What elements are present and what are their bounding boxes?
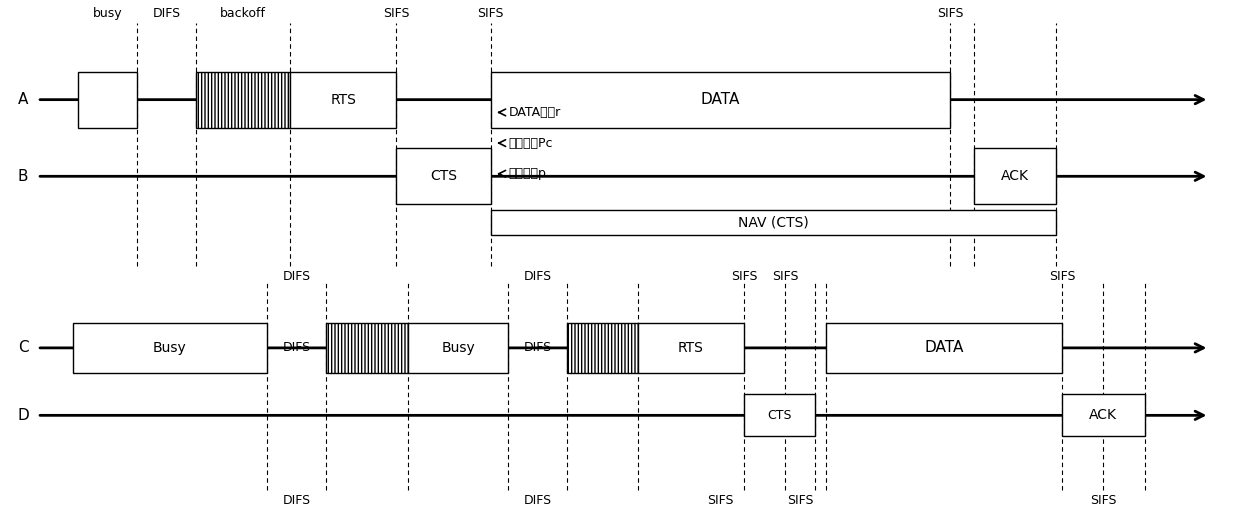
Text: Busy: Busy	[441, 341, 475, 355]
Text: 干扰容限Pc: 干扰容限Pc	[508, 136, 553, 150]
Bar	[491, 72, 950, 128]
Text: SIFS: SIFS	[773, 270, 799, 283]
Bar	[1061, 394, 1145, 436]
Text: CTS: CTS	[430, 169, 458, 183]
Text: SIFS: SIFS	[707, 494, 734, 507]
Text: D: D	[17, 408, 29, 423]
Text: ACK: ACK	[1001, 169, 1029, 183]
Bar	[196, 72, 290, 128]
Text: DIFS: DIFS	[283, 341, 310, 355]
Bar	[408, 323, 508, 373]
Text: SIFS: SIFS	[1090, 494, 1116, 507]
Text: DATA: DATA	[701, 92, 740, 107]
Text: SIFS: SIFS	[383, 8, 409, 20]
Text: SIFS: SIFS	[937, 8, 963, 20]
Text: NAV (CTS): NAV (CTS)	[738, 215, 808, 229]
Text: RTS: RTS	[331, 92, 356, 107]
Text: SIFS: SIFS	[730, 270, 758, 283]
Text: DIFS: DIFS	[283, 494, 310, 507]
Bar	[326, 323, 408, 373]
Bar	[639, 323, 744, 373]
Text: SIFS: SIFS	[787, 494, 813, 507]
Bar	[78, 72, 138, 128]
Text: DATA: DATA	[925, 340, 963, 355]
Bar	[72, 323, 267, 373]
Text: RTS: RTS	[678, 341, 704, 355]
Text: 接受概率p: 接受概率p	[508, 167, 547, 180]
Text: C: C	[17, 340, 29, 355]
Text: backoff: backoff	[221, 8, 267, 20]
Bar	[290, 72, 397, 128]
Bar	[397, 148, 491, 204]
Text: SIFS: SIFS	[1049, 270, 1075, 283]
Text: DIFS: DIFS	[523, 494, 552, 507]
Text: DIFS: DIFS	[153, 8, 181, 20]
Text: B: B	[17, 169, 29, 184]
Bar	[973, 148, 1056, 204]
Bar	[826, 323, 1061, 373]
Text: DIFS: DIFS	[283, 270, 310, 283]
Text: busy: busy	[93, 8, 123, 20]
Text: ACK: ACK	[1089, 408, 1117, 422]
Bar	[568, 323, 639, 373]
Text: Busy: Busy	[153, 341, 186, 355]
Text: DIFS: DIFS	[523, 270, 552, 283]
Text: A: A	[17, 92, 29, 107]
Bar	[744, 394, 815, 436]
Text: DATA速率r: DATA速率r	[508, 106, 560, 119]
Text: CTS: CTS	[768, 409, 791, 422]
Text: DIFS: DIFS	[523, 341, 552, 355]
Text: SIFS: SIFS	[477, 8, 503, 20]
Bar	[491, 210, 1056, 235]
